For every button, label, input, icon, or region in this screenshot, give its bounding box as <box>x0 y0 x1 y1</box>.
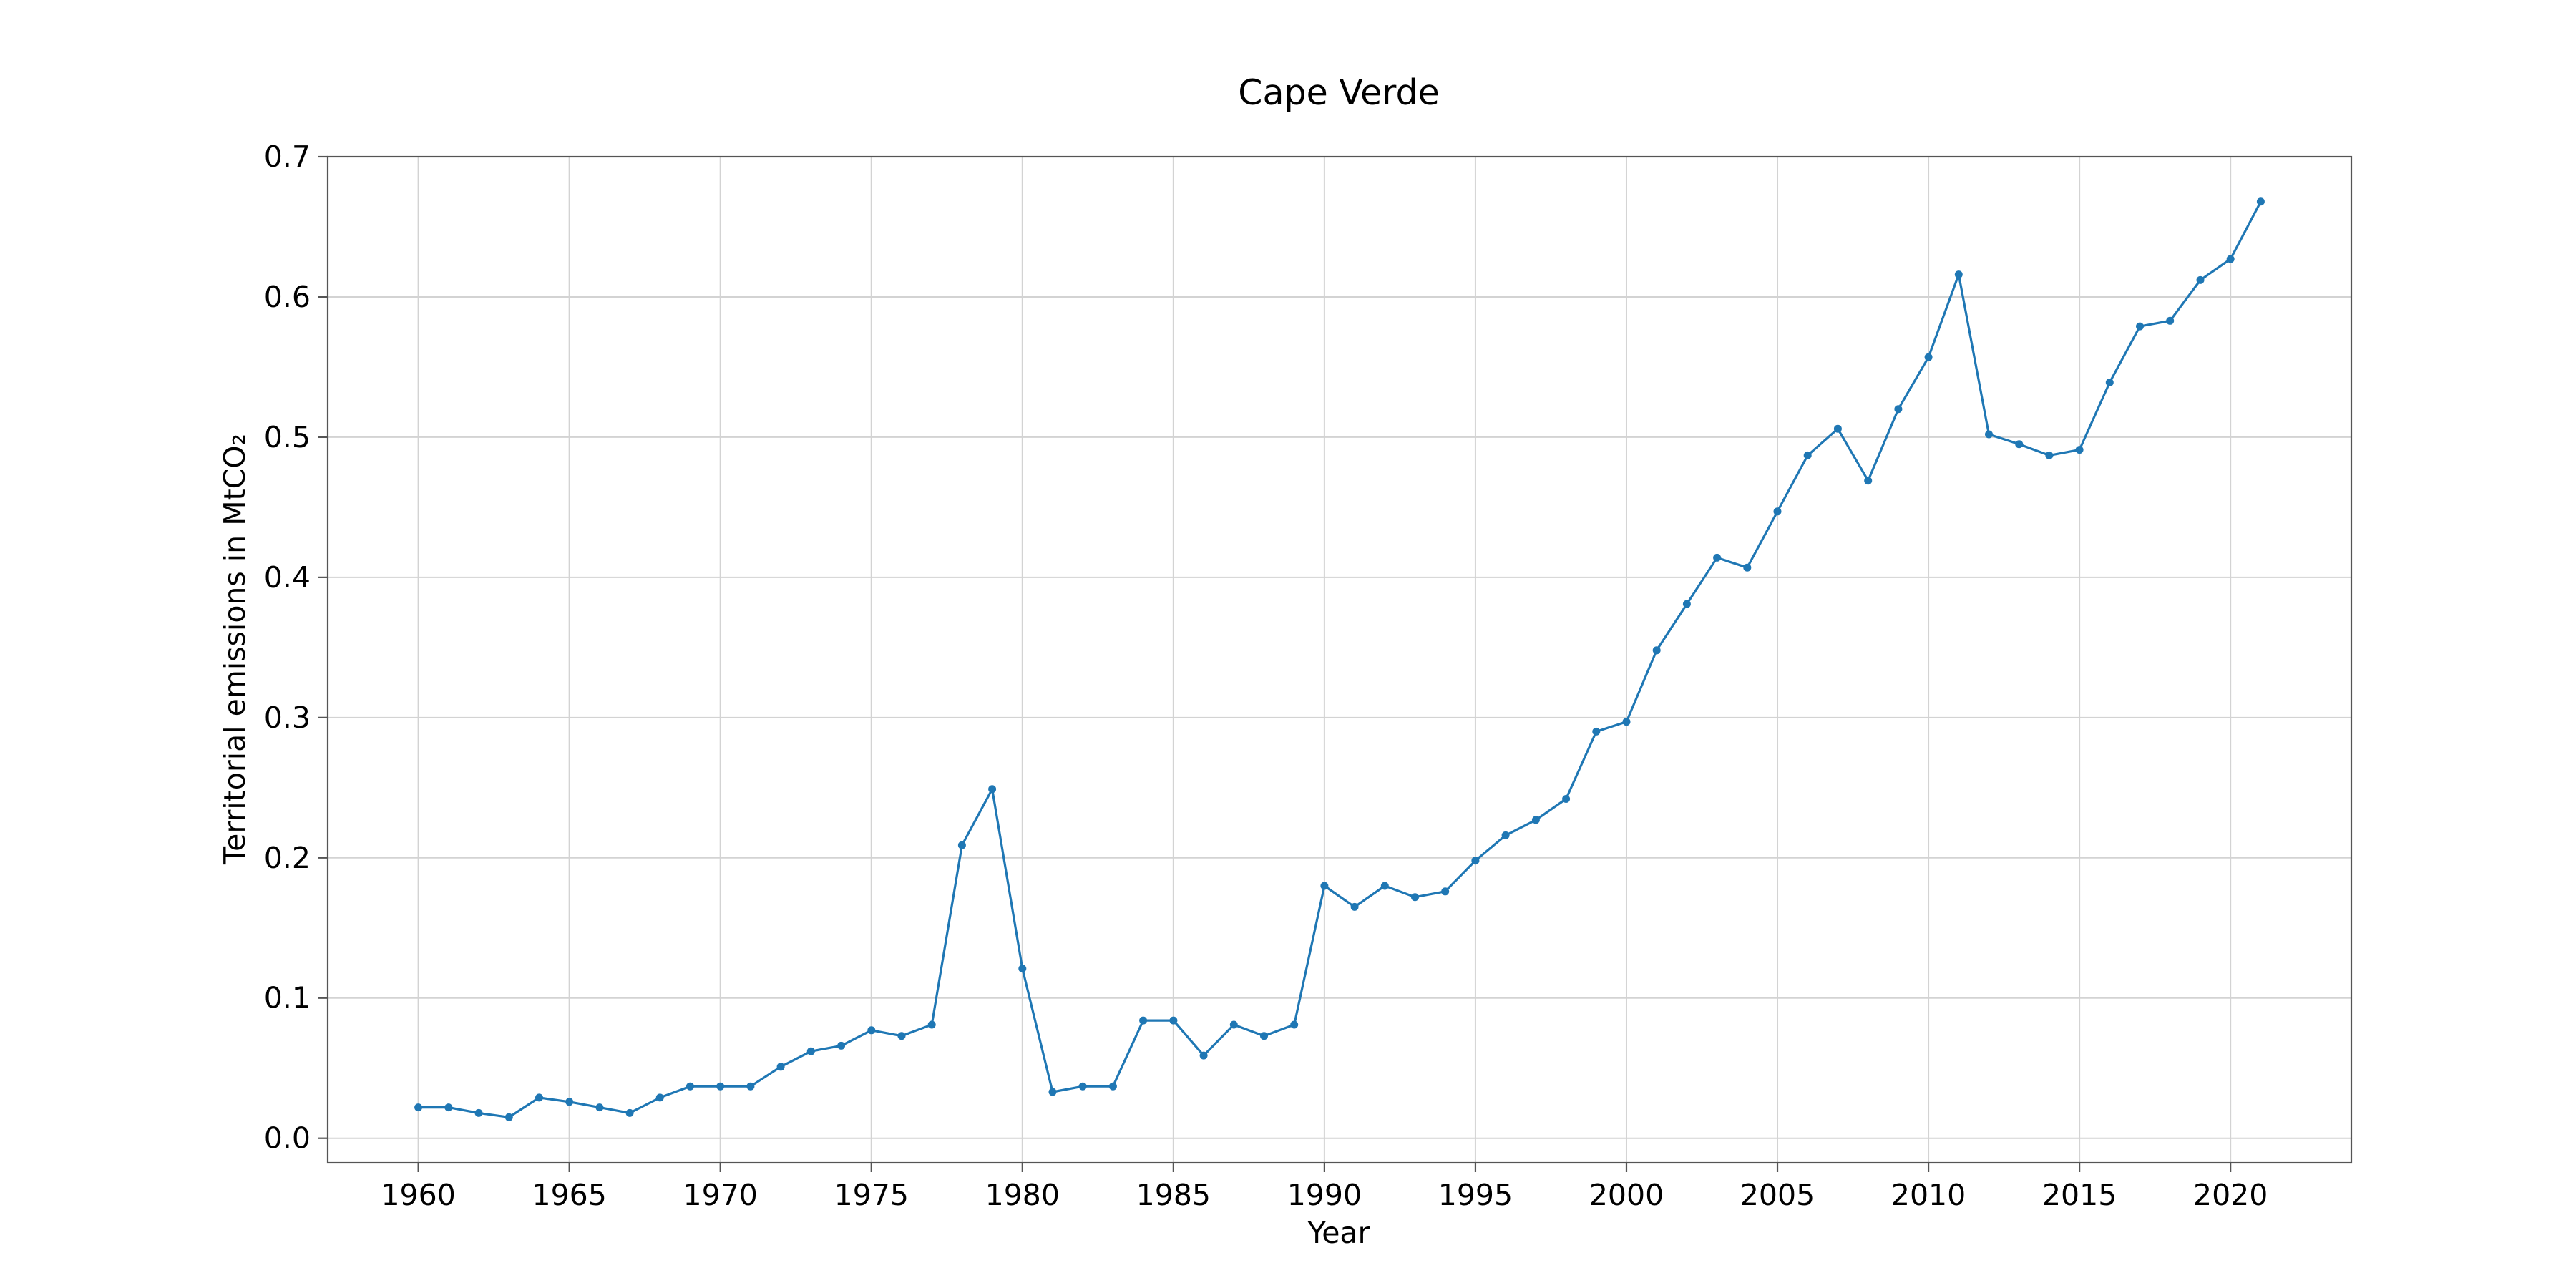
y-axis: 0.0 0.1 0.2 0.3 0.4 0.5 0.6 0.7 <box>264 140 328 1156</box>
data-point <box>988 785 997 794</box>
x-tick-label: 2010 <box>1891 1178 1966 1212</box>
data-point <box>2136 322 2144 331</box>
data-point <box>1018 965 1027 973</box>
data-point <box>957 841 966 849</box>
data-point <box>2015 440 2024 449</box>
data-point <box>1411 893 1419 902</box>
data-point <box>504 1113 513 1121</box>
series-line <box>418 200 2262 1118</box>
data-point <box>1471 857 1480 865</box>
data-point <box>686 1082 694 1091</box>
data-point <box>1501 831 1510 839</box>
y-tick-label: 0.4 <box>264 560 311 595</box>
data-point <box>1078 1082 1087 1091</box>
data-point <box>1954 270 1963 279</box>
x-tick-label: 1985 <box>1136 1178 1211 1212</box>
y-tick-label: 0.5 <box>264 420 311 454</box>
data-point <box>1380 882 1389 890</box>
x-tick-label: 1990 <box>1287 1178 1362 1212</box>
data-point <box>1441 887 1450 896</box>
data-point <box>1803 451 1812 459</box>
data-point <box>1985 430 1993 439</box>
data-point <box>655 1093 664 1102</box>
data-point <box>2045 451 2054 459</box>
data-point <box>1592 727 1601 736</box>
data-point <box>2075 446 2084 454</box>
data-point <box>1743 563 1752 572</box>
y-tick-label: 0.6 <box>264 280 311 314</box>
y-tick-label: 0.3 <box>264 701 311 735</box>
x-tick-label: 2005 <box>1740 1178 1815 1212</box>
data-point <box>2166 316 2175 325</box>
data-point <box>1199 1051 1208 1060</box>
x-tick-label: 1970 <box>683 1178 758 1212</box>
data-point <box>867 1026 876 1035</box>
data-point <box>1894 405 1903 414</box>
data-point <box>1833 424 1842 433</box>
data-point <box>1139 1016 1148 1025</box>
data-point <box>535 1093 543 1102</box>
data-point <box>414 1103 423 1112</box>
data-point <box>1350 902 1359 911</box>
data-point <box>776 1063 785 1071</box>
data-point <box>1229 1020 1238 1029</box>
x-tick-label: 1960 <box>381 1178 455 1212</box>
data-point <box>2226 255 2235 263</box>
series-territorial-emissions <box>414 197 2265 1121</box>
x-axis: 1960 1965 1970 1975 1980 1985 1990 1995 2000 2005… <box>381 1163 2268 1212</box>
data-point <box>2105 379 2114 386</box>
data-point <box>1652 646 1661 655</box>
data-point <box>444 1103 453 1112</box>
plot-area-frame <box>326 155 2353 1164</box>
data-point <box>1562 795 1571 803</box>
y-tick-label: 0.2 <box>264 841 311 875</box>
data-point <box>1048 1088 1057 1096</box>
x-tick-label: 1980 <box>985 1178 1060 1212</box>
data-point <box>746 1082 755 1091</box>
y-tick-label: 0.0 <box>264 1121 311 1156</box>
data-point <box>474 1108 483 1117</box>
data-point <box>1290 1020 1299 1029</box>
data-point <box>897 1032 906 1040</box>
data-point <box>2196 275 2205 284</box>
x-tick-label: 1965 <box>532 1178 606 1212</box>
data-point <box>716 1082 725 1091</box>
data-point <box>595 1103 604 1112</box>
x-tick-label: 2000 <box>1589 1178 1664 1212</box>
data-point <box>1260 1032 1268 1040</box>
x-tick-label: 2015 <box>2042 1178 2117 1212</box>
data-point <box>565 1098 574 1106</box>
y-tick-label: 0.1 <box>264 981 311 1015</box>
data-point <box>1531 816 1540 824</box>
data-point <box>1108 1082 1117 1091</box>
data-point <box>1622 718 1631 726</box>
data-point <box>1320 882 1329 890</box>
data-point <box>1169 1016 1178 1025</box>
data-point <box>1864 477 1873 485</box>
grid <box>328 156 2351 1163</box>
data-point <box>1773 507 1782 516</box>
data-point <box>927 1020 936 1029</box>
data-point <box>1924 353 1933 361</box>
x-tick-label: 2020 <box>2193 1178 2268 1212</box>
data-point <box>625 1108 634 1117</box>
y-tick-label: 0.7 <box>264 140 311 174</box>
x-tick-label: 1995 <box>1438 1178 1513 1212</box>
data-point <box>806 1047 815 1055</box>
data-point <box>1713 553 1722 562</box>
y-axis-label: Territorial emissions in MtCO₂ <box>218 434 252 865</box>
data-point <box>1682 600 1691 608</box>
x-tick-label: 1975 <box>834 1178 909 1212</box>
data-point <box>2256 197 2265 206</box>
chart-title: Cape Verde <box>1238 72 1439 113</box>
x-axis-label: Year <box>1307 1216 1370 1250</box>
data-point <box>837 1041 846 1050</box>
